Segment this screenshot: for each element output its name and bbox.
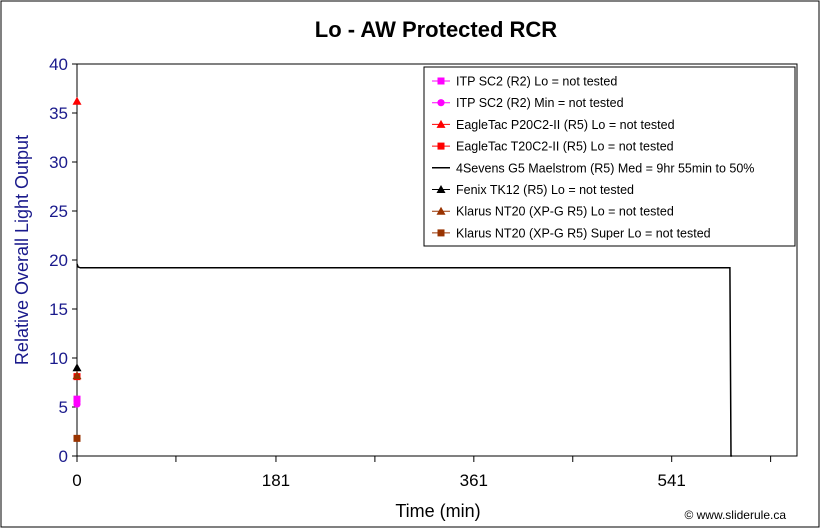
legend-swatch xyxy=(437,142,445,150)
series-1 xyxy=(73,400,81,408)
legend-label: ITP SC2 (R2) Min = not tested xyxy=(456,96,624,110)
x-tick-label: 0 xyxy=(72,471,81,490)
x-axis-label: Time (min) xyxy=(395,501,480,521)
x-tick-label: 361 xyxy=(460,471,488,490)
legend-swatch xyxy=(437,229,445,237)
legend-entry: EagleTac T20C2-II (R5) Lo = not tested xyxy=(432,140,674,154)
legend-entry: EagleTac P20C2-II (R5) Lo = not tested xyxy=(432,118,675,132)
legend-swatch xyxy=(437,99,445,107)
series-6 xyxy=(72,371,82,380)
series-0 xyxy=(73,395,81,403)
y-axis-label: Relative Overall Light Output xyxy=(12,135,32,365)
legend-label: ITP SC2 (R2) Lo = not tested xyxy=(456,75,617,89)
legend-swatch xyxy=(436,119,446,128)
legend-label: 4Sevens G5 Maelstrom (R5) Med = 9hr 55mi… xyxy=(456,161,754,175)
y-tick-label: 30 xyxy=(49,153,68,172)
y-tick-label: 0 xyxy=(59,447,68,466)
legend-entry: Klarus NT20 (XP-G R5) Super Lo = not tes… xyxy=(432,226,711,240)
legend-box xyxy=(423,66,796,247)
data-point xyxy=(73,400,81,408)
legend-label: EagleTac T20C2-II (R5) Lo = not tested xyxy=(456,140,674,154)
y-tick-label: 35 xyxy=(49,104,68,123)
x-tick-label: 541 xyxy=(657,471,685,490)
x-tick-label: 181 xyxy=(262,471,290,490)
legend-label: Klarus NT20 (XP-G R5) Super Lo = not tes… xyxy=(456,226,711,240)
legend-entry: ITP SC2 (R2) Lo = not tested xyxy=(432,75,617,89)
data-point xyxy=(72,371,82,380)
y-tick-label: 15 xyxy=(49,300,68,319)
series-2 xyxy=(72,96,82,105)
y-tick-label: 10 xyxy=(49,349,68,368)
legend-entry: Fenix TK12 (R5) Lo = not tested xyxy=(432,183,634,197)
y-tick-label: 40 xyxy=(49,55,68,74)
legend-entry: ITP SC2 (R2) Min = not tested xyxy=(432,96,624,110)
legend-swatch xyxy=(437,77,445,85)
legend-entry: Klarus NT20 (XP-G R5) Lo = not tested xyxy=(432,205,674,219)
series-line xyxy=(76,263,733,457)
series-4 xyxy=(76,263,733,457)
credit-text: © www.sliderule.ca xyxy=(684,508,786,522)
series-7 xyxy=(73,434,81,442)
y-tick-label: 20 xyxy=(49,251,68,270)
x-axis: 0 181 361 541 xyxy=(72,455,797,490)
y-tick-label: 25 xyxy=(49,202,68,221)
series-5 xyxy=(72,363,82,372)
data-point xyxy=(72,363,82,372)
legend-entry: 4Sevens G5 Maelstrom (R5) Med = 9hr 55mi… xyxy=(432,161,754,175)
data-point xyxy=(72,96,82,105)
y-tick-label: 5 xyxy=(59,398,68,417)
data-point xyxy=(73,395,81,403)
legend-label: Fenix TK12 (R5) Lo = not tested xyxy=(456,183,634,197)
legend-label: EagleTac P20C2-II (R5) Lo = not tested xyxy=(456,118,675,132)
chart-title: Lo - AW Protected RCR xyxy=(315,17,558,42)
legend: ITP SC2 (R2) Lo = not tested ITP SC2 (R2)… xyxy=(423,66,796,247)
legend-label: Klarus NT20 (XP-G R5) Lo = not tested xyxy=(456,205,674,219)
legend-swatch xyxy=(436,185,446,193)
data-point xyxy=(73,434,81,442)
legend-swatch xyxy=(436,206,446,215)
series-layer xyxy=(72,96,733,457)
y-axis: 0 5 10 15 20 25 30 35 40 xyxy=(49,55,78,466)
